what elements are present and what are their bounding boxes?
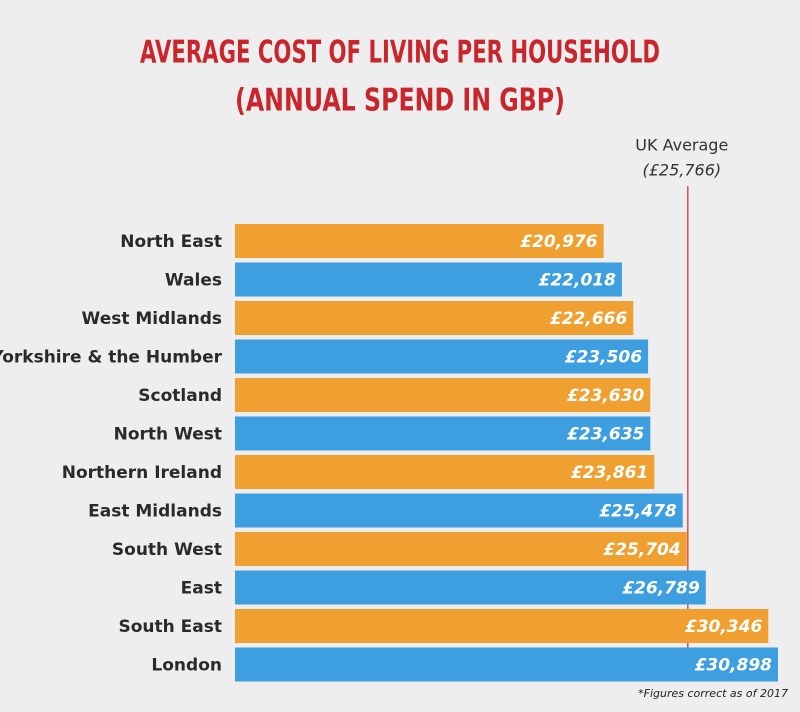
value-label: £25,478	[599, 502, 677, 522]
value-label: £25,704	[603, 540, 680, 560]
bar	[235, 493, 683, 528]
value-label: £23,506	[565, 348, 643, 368]
footnote: *Figures correct as of 2017	[638, 687, 788, 700]
chart-title: AVERAGE COST OF LIVING PER HOUSEHOLD	[140, 35, 660, 71]
bar	[235, 378, 651, 412]
category-label: South West	[112, 540, 222, 560]
bar	[235, 455, 655, 489]
category-label: North East	[120, 232, 222, 252]
category-label: London	[151, 656, 222, 676]
reference-label: UK Average	[635, 136, 728, 155]
chart-subtitle: (ANNUAL SPEND IN GBP)	[235, 83, 565, 119]
bar	[235, 262, 622, 297]
category-label: West Midlands	[82, 309, 222, 329]
value-label: £22,018	[539, 271, 617, 291]
bar	[235, 224, 604, 258]
category-label: East Midlands	[88, 502, 222, 522]
reference-value-label: (£25,766)	[642, 161, 721, 180]
bar	[235, 416, 651, 451]
value-label: £23,635	[567, 425, 644, 445]
bar	[235, 570, 706, 605]
value-label: £30,346	[685, 617, 763, 637]
bar	[235, 339, 649, 374]
value-label: £20,976	[520, 232, 598, 252]
bar	[235, 532, 687, 566]
category-label: North West	[114, 425, 222, 445]
bar	[235, 301, 634, 335]
category-label: Scotland	[138, 386, 222, 406]
value-label: £30,898	[695, 656, 773, 676]
bar	[235, 647, 778, 682]
value-label: £23,861	[571, 463, 648, 483]
category-label: Yorkshire & the Humber	[0, 348, 223, 368]
category-label: East	[181, 579, 222, 599]
value-label: £23,630	[567, 386, 645, 406]
category-label: Wales	[165, 271, 222, 291]
bar	[235, 609, 769, 643]
value-label: £26,789	[622, 579, 700, 599]
value-label: £22,666	[550, 309, 628, 329]
category-label: South East	[118, 617, 222, 637]
category-label: Northern Ireland	[62, 463, 222, 483]
